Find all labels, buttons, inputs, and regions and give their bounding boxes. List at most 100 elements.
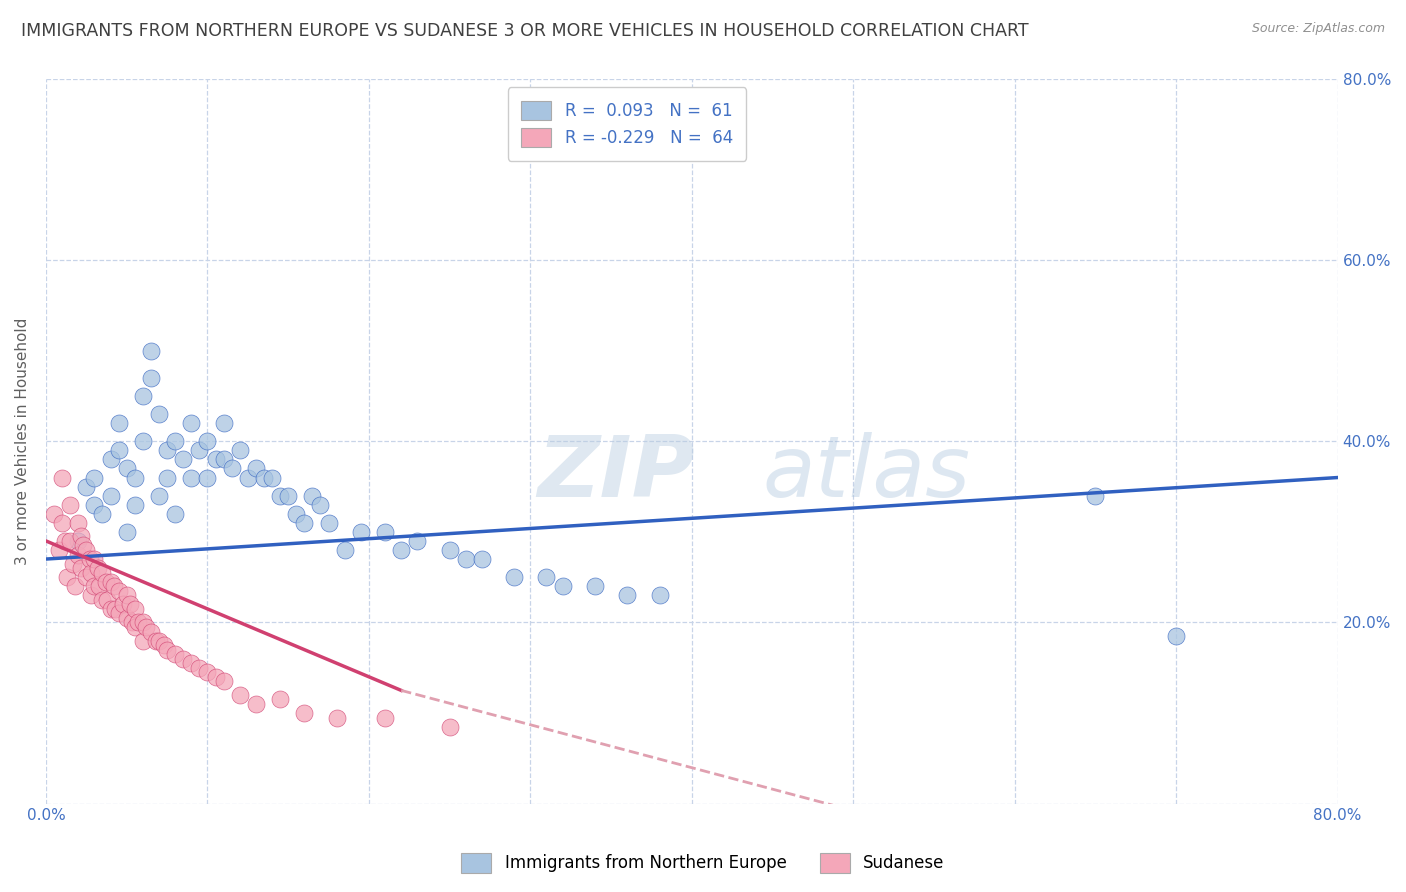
Point [83,552,105,566]
Point [63,579,86,593]
Point [75,480,97,494]
Point [228,443,250,458]
Point [51,470,73,484]
Point [42,507,65,521]
Point [132,389,155,403]
Point [471,552,494,566]
Point [325,710,347,724]
Point [100,602,122,616]
Point [180,657,202,671]
Point [221,461,243,475]
Point [269,489,291,503]
Point [148,489,170,503]
Point [156,443,179,458]
Point [115,524,138,539]
Point [139,624,162,639]
Point [132,633,155,648]
Point [67,516,90,530]
Point [245,461,267,475]
Point [100,489,122,503]
Point [309,498,332,512]
Point [132,434,155,449]
Point [204,670,226,684]
Point [1084,489,1107,503]
Point [260,470,283,484]
Point [180,416,202,430]
Point [70,529,93,543]
Point [1166,629,1188,643]
Point [59,533,82,548]
Point [301,489,323,503]
Point [124,602,146,616]
Point [212,674,235,689]
Point [406,533,429,548]
Point [156,642,179,657]
Point [83,470,105,484]
Point [648,588,671,602]
Point [107,607,129,621]
Point [148,633,170,648]
Point [135,620,157,634]
Point [236,470,259,484]
Point [62,557,84,571]
Point [333,543,356,558]
Point [124,498,146,512]
Point [165,434,187,449]
Text: IMMIGRANTS FROM NORTHERN EUROPE VS SUDANESE 3 OR MORE VEHICLES IN HOUSEHOLD CORR: IMMIGRANTS FROM NORTHERN EUROPE VS SUDAN… [21,22,1029,40]
Point [292,516,315,530]
Text: Source: ZipAtlas.com: Source: ZipAtlas.com [1251,22,1385,36]
Point [94,574,117,589]
Point [107,443,129,458]
Point [86,561,108,575]
Point [80,566,103,580]
Point [104,602,127,616]
Point [277,489,299,503]
Point [75,570,97,584]
Point [124,470,146,484]
Point [91,592,114,607]
Point [115,611,138,625]
Point [59,498,82,512]
Point [91,566,114,580]
Point [318,516,340,530]
Point [616,588,638,602]
Point [197,665,219,680]
Point [454,552,477,566]
Point [89,579,111,593]
Point [80,588,103,602]
Point [197,434,219,449]
Point [253,470,276,484]
Point [107,583,129,598]
Legend: R =  0.093   N =  61, R = -0.229   N =  64: R = 0.093 N = 61, R = -0.229 N = 64 [508,87,747,161]
Legend: Immigrants from Northern Europe, Sudanese: Immigrants from Northern Europe, Sudanes… [454,847,952,880]
Point [212,452,235,467]
Point [204,452,226,467]
Point [139,343,162,358]
Y-axis label: 3 or more Vehicles in Household: 3 or more Vehicles in Household [15,318,30,565]
Point [153,638,176,652]
Point [132,615,155,630]
Point [439,543,461,558]
Point [503,570,526,584]
Point [389,543,412,558]
Point [439,720,461,734]
Point [100,574,122,589]
Point [70,561,93,575]
Point [292,706,315,720]
Point [374,710,396,724]
Text: atlas: atlas [763,433,972,516]
Point [115,588,138,602]
Point [165,507,187,521]
Point [156,470,179,484]
Point [165,647,187,661]
Point [75,543,97,558]
Point [551,579,574,593]
Point [172,452,194,467]
Point [172,651,194,665]
Point [536,570,558,584]
Point [124,620,146,634]
Point [269,692,291,706]
Text: ZIP: ZIP [537,433,695,516]
Point [374,524,396,539]
Point [103,579,125,593]
